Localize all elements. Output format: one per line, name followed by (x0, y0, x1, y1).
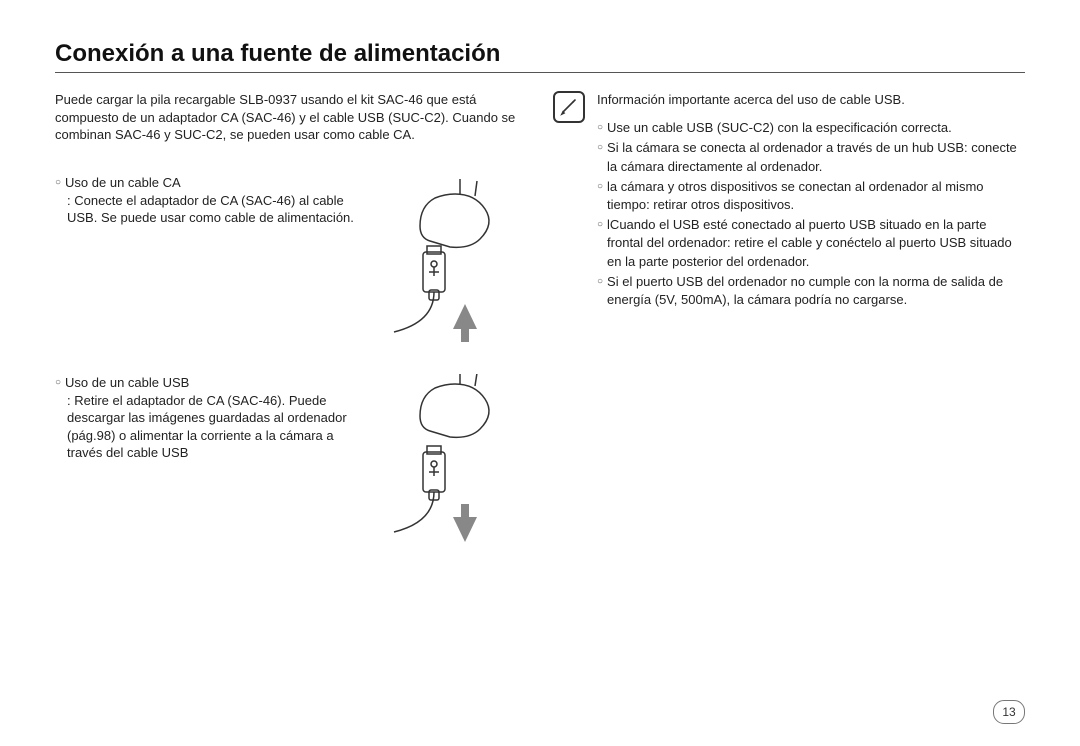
note-item-text: lCuando el USB esté conectado al puerto … (607, 216, 1025, 271)
cable-usb-text: ○ Uso de un cable USB : Retire el adapta… (55, 374, 355, 534)
note-item: ○ Si la cámara se conecta al ordenador a… (597, 139, 1025, 175)
page-number: 13 (993, 700, 1025, 724)
cable-ca-body: : Conecte el adaptador de CA (SAC-46) al… (55, 192, 355, 227)
cable-ca-block: ○ Uso de un cable CA : Conecte el adapta… (55, 174, 525, 334)
manual-page: Conexión a una fuente de alimentación Pu… (0, 0, 1080, 746)
note-item: ○ Si el puerto USB del ordenador no cump… (597, 273, 1025, 309)
note-lead: Información importante acerca del uso de… (597, 91, 1025, 109)
bullet-icon: ○ (55, 174, 61, 192)
cable-usb-heading: Uso de un cable USB (65, 374, 189, 392)
content-columns: Puede cargar la pila recargable SLB-0937… (55, 91, 1025, 574)
note-item: ○ lCuando el USB esté conectado al puert… (597, 216, 1025, 271)
bullet-icon: ○ (597, 178, 603, 214)
note-text: Información importante acerca del uso de… (597, 91, 1025, 574)
cable-usb-body: : Retire el adaptador de CA (SAC-46). Pu… (55, 392, 355, 462)
bullet-icon: ○ (597, 139, 603, 175)
diagram-adapter-connect (365, 174, 515, 334)
note-item: ○ la cámara y otros dispositivos se cone… (597, 178, 1025, 214)
cable-ca-heading: Uso de un cable CA (65, 174, 181, 192)
diagram-adapter-remove (365, 374, 515, 534)
cable-usb-block: ○ Uso de un cable USB : Retire el adapta… (55, 374, 525, 534)
note-item: ○ Use un cable USB (SUC-C2) con la espec… (597, 119, 1025, 137)
bullet-icon: ○ (597, 216, 603, 271)
bullet-icon: ○ (597, 119, 603, 137)
note-item-text: la cámara y otros dispositivos se conect… (607, 178, 1025, 214)
note-item-text: Use un cable USB (SUC-C2) con la especif… (607, 119, 952, 137)
cable-ca-text: ○ Uso de un cable CA : Conecte el adapta… (55, 174, 355, 334)
page-title: Conexión a una fuente de alimentación (55, 40, 1025, 73)
left-column: Puede cargar la pila recargable SLB-0937… (55, 91, 525, 574)
note-item-text: Si la cámara se conecta al ordenador a t… (607, 139, 1025, 175)
note-item-text: Si el puerto USB del ordenador no cumple… (607, 273, 1025, 309)
note-icon (553, 91, 585, 123)
bullet-icon: ○ (55, 374, 61, 392)
right-column: Información importante acerca del uso de… (553, 91, 1025, 574)
intro-paragraph: Puede cargar la pila recargable SLB-0937… (55, 91, 525, 144)
bullet-icon: ○ (597, 273, 603, 309)
